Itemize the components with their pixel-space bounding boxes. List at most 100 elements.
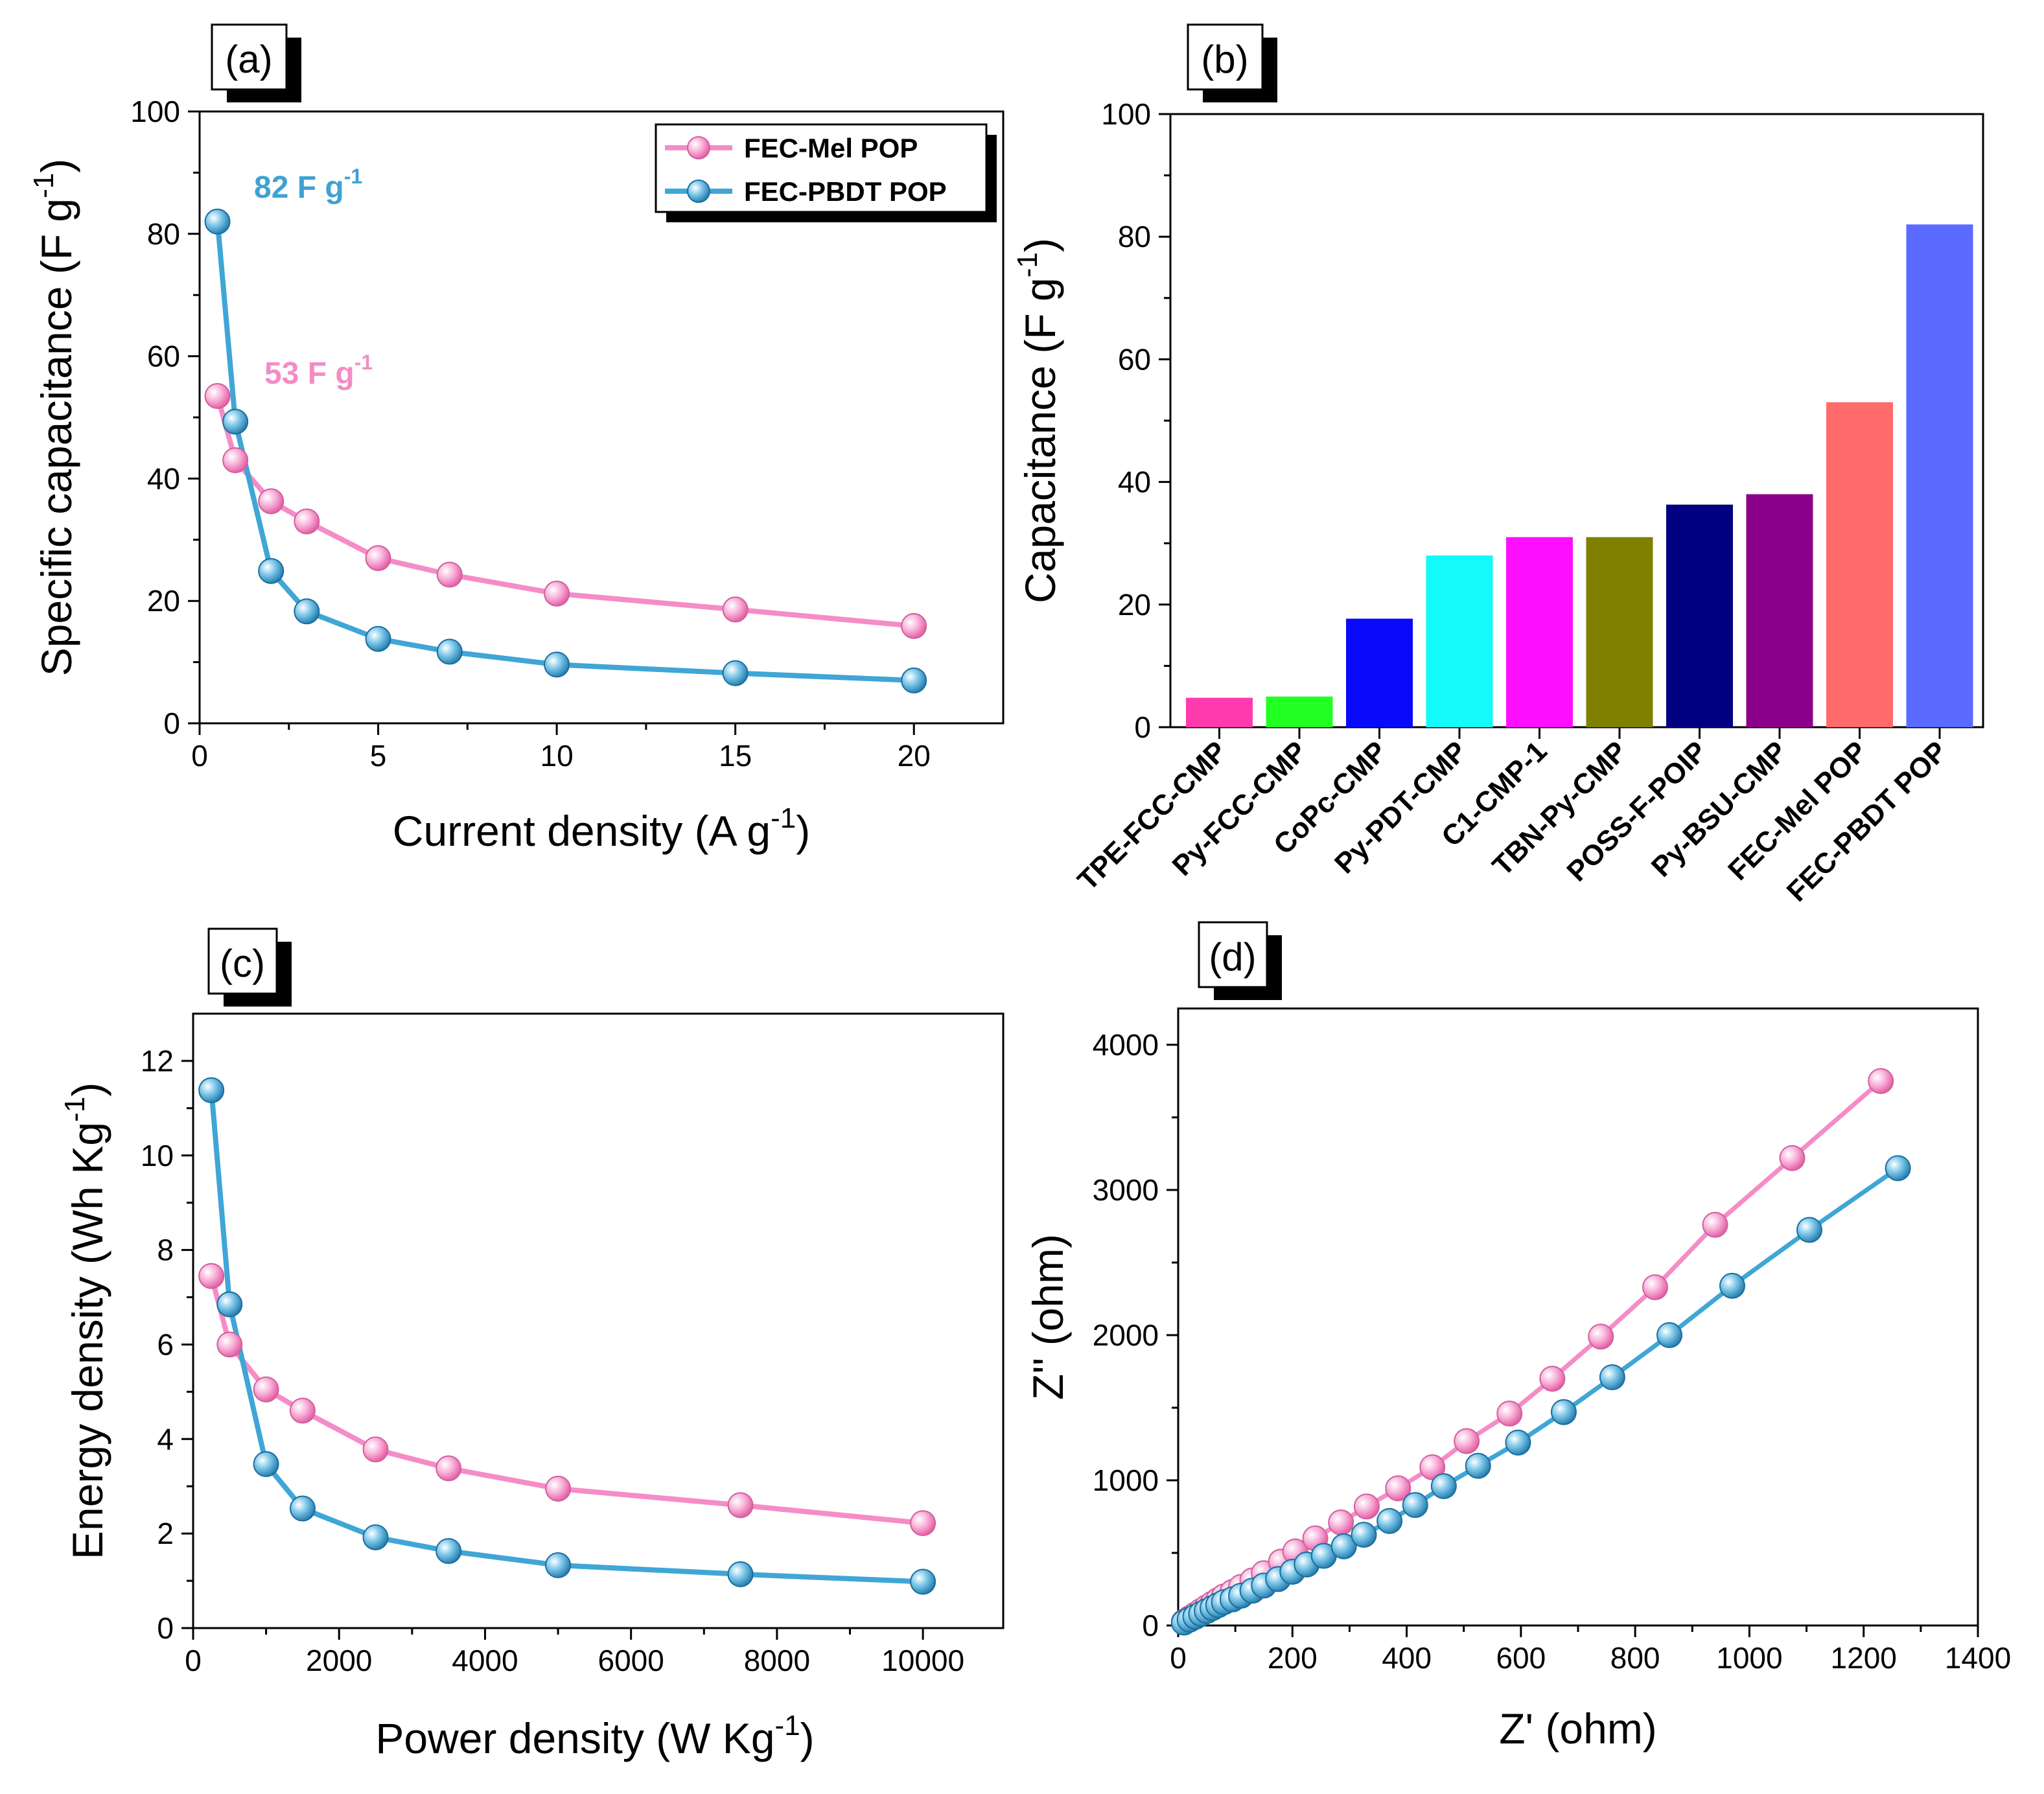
d-xtick-label: 200 <box>1268 1641 1318 1675</box>
d-point-fec-mel-pop <box>1588 1323 1614 1350</box>
d-point-fec-pbdt-pop <box>1330 1533 1357 1559</box>
c-ytick-label: 8 <box>157 1233 174 1267</box>
d-xtick-label: 1200 <box>1831 1641 1897 1675</box>
d-point-fec-pbdt-pop <box>1599 1364 1625 1390</box>
panel-a: (a) 0 20 40 60 80 100 0 5 10 15 20 Current density… <box>28 23 1005 855</box>
d-point-fec-pbdt-pop <box>1796 1217 1822 1243</box>
panel-d-series <box>1170 1068 1911 1636</box>
panel-a-legend-box <box>655 123 988 213</box>
bar-py-bsu-cmp <box>1746 494 1813 727</box>
bar-label-poss-f-poip: POSS-F-POIP <box>1561 735 1713 887</box>
d-point-fec-mel-pop <box>1779 1145 1806 1171</box>
c-point-fec-mel-pop <box>727 1492 754 1519</box>
d-point-fec-mel-pop <box>1419 1454 1446 1480</box>
panel-d: (d) 0 1000 2000 3000 4000 0 200 400 600 800 1000 12… <box>1024 921 2012 1753</box>
a-ytick-label: 0 <box>163 706 180 740</box>
panel-a-legend: FEC-Mel POP FEC-PBDT POP <box>655 123 997 222</box>
c-xtick-label: 2000 <box>306 1644 372 1677</box>
d-xtick-label: 800 <box>1610 1641 1660 1675</box>
panel-a-label-box <box>211 23 288 91</box>
c-ytick-label: 0 <box>157 1611 174 1645</box>
c-point-fec-pbdt-pop <box>362 1524 389 1550</box>
a-point-fec-pbdt-pop <box>222 408 249 435</box>
c-point-fec-pbdt-pop <box>545 1552 572 1579</box>
c-xtick-label: 10000 <box>881 1644 964 1677</box>
bar-fec-pbdt-pop <box>1906 224 1973 727</box>
a-xtick-label: 20 <box>898 739 931 773</box>
b-ytick-label: 100 <box>1101 97 1151 131</box>
b-ytick-label: 20 <box>1118 588 1151 622</box>
annotation-53: 53 F g-1 <box>264 351 373 391</box>
c-point-fec-pbdt-pop <box>253 1450 279 1477</box>
b-ytick-label: 80 <box>1118 220 1151 253</box>
panel-d-ticks: 0 1000 2000 3000 4000 0 200 400 600 800 1000 1200 14… <box>1093 1028 2012 1675</box>
a-point-fec-mel-pop <box>258 488 285 515</box>
a-point-fec-mel-pop <box>222 447 249 474</box>
c-point-fec-pbdt-pop <box>436 1538 462 1565</box>
a-point-fec-mel-pop <box>544 580 570 607</box>
a-point-fec-pbdt-pop <box>258 557 285 584</box>
a-point-fec-pbdt-pop <box>722 660 749 686</box>
c-point-fec-mel-pop <box>289 1397 316 1424</box>
d-point-fec-pbdt-pop <box>1656 1322 1683 1348</box>
c-point-fec-mel-pop <box>362 1436 389 1463</box>
c-point-fec-pbdt-pop <box>216 1291 243 1318</box>
panel-d-ylabel: Z'' (ohm) <box>1024 1234 1072 1400</box>
a-ytick-label: 60 <box>147 340 180 373</box>
a-ytick-label: 80 <box>147 217 180 251</box>
panel-b-ylabel: Capacitance (F g-1) <box>1012 238 1064 603</box>
a-xtick-label: 5 <box>370 739 387 773</box>
a-point-fec-mel-pop <box>436 561 463 588</box>
d-ytick-label: 2000 <box>1093 1318 1159 1352</box>
d-point-fec-pbdt-pop <box>1719 1272 1745 1299</box>
annotation-82: 82 F g-1 <box>254 165 362 205</box>
c-xtick-label: 6000 <box>598 1644 664 1677</box>
bar-copc-cmp <box>1346 618 1413 727</box>
d-ytick-label: 4000 <box>1093 1028 1159 1062</box>
d-point-fec-pbdt-pop <box>1351 1522 1377 1548</box>
bar-label-tpe-fcc-cmp: TPE-FCC-CMP <box>1072 735 1233 896</box>
c-xtick-label: 8000 <box>744 1644 810 1677</box>
d-point-fec-mel-pop <box>1385 1475 1411 1502</box>
d-ytick-label: 3000 <box>1093 1173 1159 1207</box>
d-point-fec-mel-pop <box>1353 1493 1380 1520</box>
d-point-fec-pbdt-pop <box>1430 1473 1457 1499</box>
a-line-fec-pbdt-pop <box>215 221 914 683</box>
a-xtick-label: 15 <box>719 739 752 773</box>
bar-c1-cmp-1 <box>1506 537 1573 727</box>
d-point-fec-mel-pop <box>1454 1428 1480 1454</box>
d-point-fec-pbdt-pop <box>1550 1399 1577 1425</box>
bar-py-pdt-cmp <box>1426 555 1493 727</box>
d-ytick-label: 0 <box>1142 1609 1159 1642</box>
panel-b-bars: TPE-FCC-CMPPy-FCC-CMPCoPc-CMPPy-PDT-CMPC… <box>1072 224 1973 908</box>
c-ytick-label: 2 <box>157 1517 174 1550</box>
a-point-fec-pbdt-pop <box>204 208 231 235</box>
c-ytick-label: 12 <box>141 1044 174 1078</box>
panel-c-ylabel: Energy density (Wh Kg-1) <box>59 1082 111 1559</box>
a-point-fec-mel-pop <box>294 508 320 535</box>
c-ytick-label: 6 <box>157 1327 174 1361</box>
bar-tbn-py-cmp <box>1586 537 1653 727</box>
d-ytick-label: 1000 <box>1093 1463 1159 1497</box>
panel-b-ticks: 0 20 40 60 80 100 <box>1101 97 1170 744</box>
c-xtick-label: 4000 <box>452 1644 518 1677</box>
legend-pbdt-marker <box>687 180 710 203</box>
panel-d-xlabel: Z' (ohm) <box>1499 1705 1657 1753</box>
b-ytick-label: 0 <box>1134 710 1151 744</box>
a-point-fec-pbdt-pop <box>294 598 320 625</box>
a-ytick-label: 40 <box>147 461 180 495</box>
a-ytick-label: 100 <box>130 95 180 128</box>
a-point-fec-pbdt-pop <box>544 651 570 678</box>
panel-c-label-box <box>207 927 278 995</box>
c-ytick-label: 4 <box>157 1422 174 1456</box>
c-point-fec-mel-pop <box>545 1475 572 1502</box>
d-point-fec-mel-pop <box>1496 1400 1523 1427</box>
a-point-fec-mel-pop <box>204 382 231 409</box>
a-point-fec-mel-pop <box>722 596 749 623</box>
panel-a-ylabel: Specific capacitance (F g-1) <box>28 159 80 676</box>
d-point-fec-mel-pop <box>1539 1366 1566 1392</box>
bar-tpe-fcc-cmp <box>1186 697 1253 727</box>
d-point-fec-pbdt-pop <box>1465 1452 1491 1479</box>
d-point-fec-pbdt-pop <box>1402 1492 1428 1519</box>
